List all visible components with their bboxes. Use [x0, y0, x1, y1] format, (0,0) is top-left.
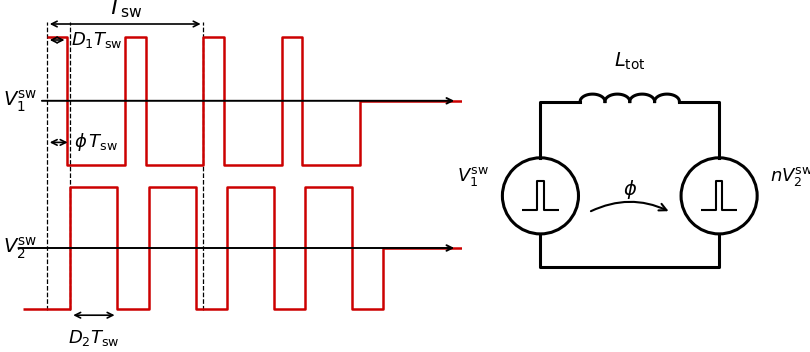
- Text: $V_1^{\rm sw}$: $V_1^{\rm sw}$: [457, 164, 489, 188]
- Text: $nV_2^{\rm sw}$: $nV_2^{\rm sw}$: [770, 164, 810, 188]
- Text: $\phi$: $\phi$: [623, 178, 637, 201]
- Text: $V_1^{\rm sw}$: $V_1^{\rm sw}$: [3, 88, 37, 114]
- FancyArrowPatch shape: [591, 202, 667, 211]
- Text: $V_2^{\rm sw}$: $V_2^{\rm sw}$: [3, 235, 37, 261]
- Text: $D_2 T_{\rm sw}$: $D_2 T_{\rm sw}$: [68, 328, 120, 348]
- Text: $D_1 T_{\rm sw}$: $D_1 T_{\rm sw}$: [71, 30, 123, 50]
- Text: $T_{\rm sw}$: $T_{\rm sw}$: [108, 0, 143, 20]
- Text: $L_{\rm tot}$: $L_{\rm tot}$: [614, 50, 646, 72]
- Text: $\phi\,T_{\rm sw}$: $\phi\,T_{\rm sw}$: [74, 131, 117, 153]
